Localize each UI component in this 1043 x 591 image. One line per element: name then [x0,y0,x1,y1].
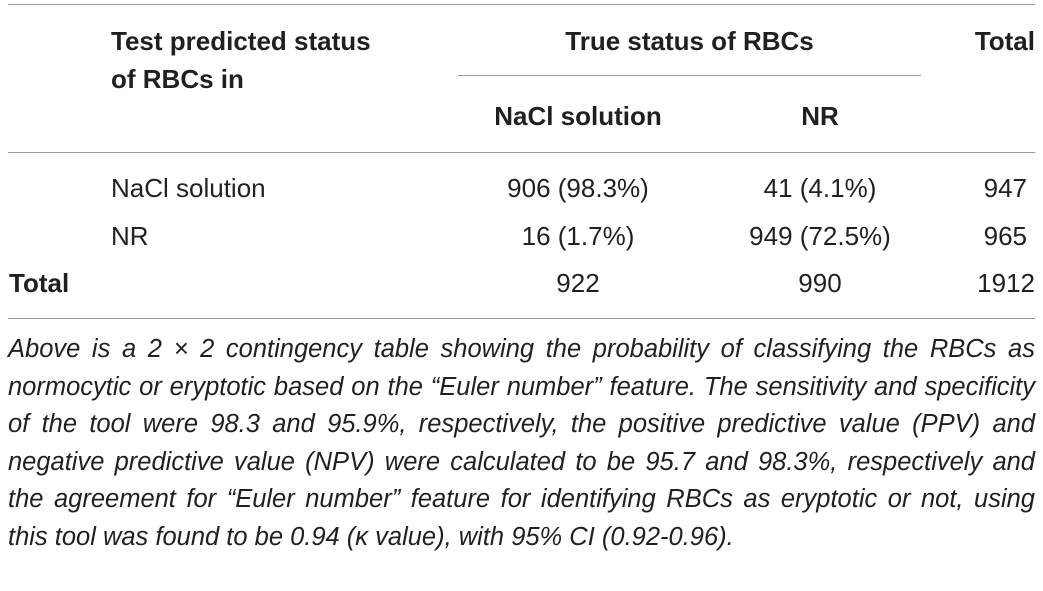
table-caption: Above is a 2 × 2 contingency table showi… [8,335,1035,551]
row-label-nr: NR [111,221,149,251]
total-nacl: 922 [556,268,600,298]
group-header-rule [458,75,921,76]
total-row-label: Total [9,268,70,298]
row-label-header-line2: of RBCs in [111,64,244,94]
total-nr: 990 [798,268,842,298]
total-header: Total [974,26,1035,56]
total-grand: 1912 [977,268,1035,298]
col-header-nr: NR [801,101,839,131]
table-bottom-rule [8,318,1035,319]
group-header: True status of RBCs [565,26,814,56]
cell-nacl-total: 947 [983,173,1027,203]
top-rule [8,4,1035,5]
cell-nr-total: 965 [983,221,1027,251]
cell-nr-nacl: 16 (1.7%) [521,221,635,251]
col-header-nacl: NaCl solution [494,101,662,131]
header-bottom-rule [8,152,1035,153]
row-label-header-line1: Test predicted status [111,26,371,56]
cell-nr-nr: 949 (72.5%) [749,221,891,251]
cell-nacl-nr: 41 (4.1%) [763,173,877,203]
row-label-nacl: NaCl solution [111,173,266,203]
cell-nacl-nacl: 906 (98.3%) [507,173,649,203]
